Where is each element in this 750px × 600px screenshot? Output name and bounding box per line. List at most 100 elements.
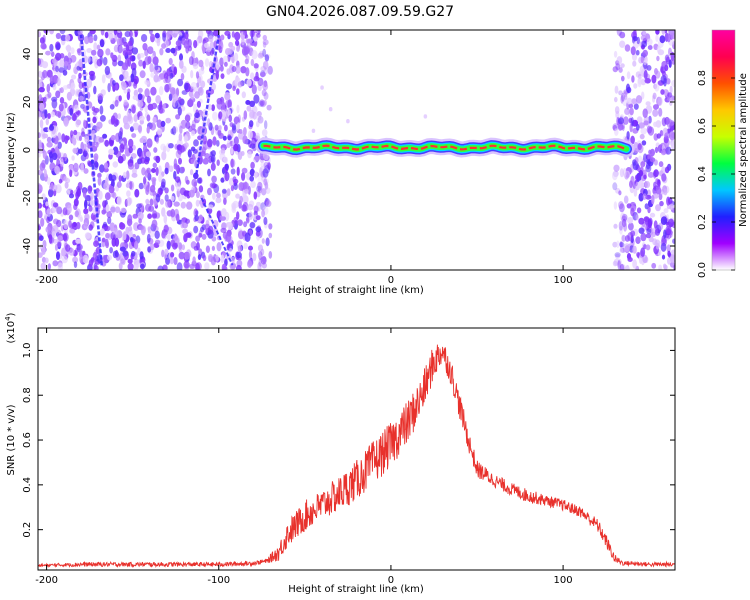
noise-speck xyxy=(138,225,145,231)
noise-speck xyxy=(260,202,266,211)
noise-speck xyxy=(646,65,652,71)
noise-speck xyxy=(186,201,193,210)
noise-speck xyxy=(657,96,663,106)
noise-speck xyxy=(95,141,99,148)
noise-speck xyxy=(642,193,647,201)
noise-speck xyxy=(626,71,631,80)
noise-speck xyxy=(148,205,155,212)
noise-speck xyxy=(619,168,624,178)
noise-speck xyxy=(616,240,620,249)
noise-speck xyxy=(69,228,75,234)
noise-speck xyxy=(646,38,653,46)
noise-speck xyxy=(76,119,82,126)
noise-speck xyxy=(95,126,100,132)
noise-speck xyxy=(247,150,252,159)
noise-speck xyxy=(107,216,112,225)
noise-speck xyxy=(128,40,133,47)
noise-speck xyxy=(661,117,667,127)
noise-speck xyxy=(81,131,86,137)
noise-speck xyxy=(201,233,207,240)
noise-speck xyxy=(320,85,324,90)
noise-speck xyxy=(216,140,220,147)
noise-speck xyxy=(128,225,133,232)
noise-speck xyxy=(615,110,620,119)
noise-speck xyxy=(70,47,75,55)
noise-speck xyxy=(163,214,168,224)
noise-speck xyxy=(645,194,652,200)
noise-speck xyxy=(51,231,56,239)
noise-speck xyxy=(259,50,264,58)
noise-speck xyxy=(172,126,177,136)
noise-speck xyxy=(654,68,658,75)
noise-speck xyxy=(38,252,43,258)
noise-speck xyxy=(154,239,161,245)
noise-speck xyxy=(247,130,253,140)
noise-speck xyxy=(202,135,207,145)
noise-speck xyxy=(41,193,46,201)
noise-speck xyxy=(145,198,150,205)
colorbar-tick-label: 0.0 xyxy=(697,262,708,278)
noise-speck xyxy=(229,262,236,270)
noise-speck xyxy=(190,93,195,100)
noise-speck xyxy=(61,255,68,264)
noise-speck xyxy=(103,162,109,170)
noise-speck xyxy=(115,119,120,126)
noise-speck xyxy=(198,185,204,193)
noise-speck xyxy=(150,72,155,78)
noise-speck xyxy=(638,192,644,202)
noise-speck xyxy=(247,38,253,44)
noise-speck xyxy=(635,95,643,104)
noise-speck xyxy=(265,200,272,208)
noise-speck xyxy=(216,159,220,166)
noise-speck xyxy=(62,207,68,216)
noise-speck xyxy=(161,249,165,258)
noise-speck xyxy=(233,182,238,190)
noise-speck xyxy=(49,151,53,159)
noise-speck xyxy=(93,107,100,113)
noise-speck xyxy=(619,263,625,270)
noise-speck xyxy=(253,205,259,214)
noise-speck xyxy=(72,147,78,154)
noise-speck xyxy=(79,95,84,101)
noise-speck xyxy=(623,222,628,232)
colorbar-gradient xyxy=(712,30,735,270)
noise-speck xyxy=(642,153,648,163)
noise-speck xyxy=(83,143,87,150)
noise-speck xyxy=(49,124,54,131)
noise-speck xyxy=(77,30,83,35)
noise-speck xyxy=(256,185,262,192)
noise-speck xyxy=(220,254,225,263)
noise-speck xyxy=(86,48,93,53)
noise-speck xyxy=(642,49,648,57)
noise-speck xyxy=(645,101,651,106)
noise-speck xyxy=(233,136,239,146)
noise-speck xyxy=(615,253,621,259)
noise-speck xyxy=(651,262,657,269)
noise-speck xyxy=(628,103,634,109)
noise-speck xyxy=(257,185,263,194)
y-tick-label: 20 xyxy=(22,96,33,109)
noise-speck xyxy=(224,30,231,36)
noise-speck xyxy=(144,79,150,85)
noise-speck xyxy=(112,161,119,168)
noise-speck xyxy=(250,58,255,67)
noise-speck xyxy=(641,91,645,100)
noise-speck xyxy=(113,30,118,36)
noise-speck xyxy=(49,162,56,172)
noise-speck xyxy=(257,262,262,270)
noise-speck xyxy=(627,257,633,262)
noise-speck xyxy=(208,35,214,42)
noise-speck xyxy=(623,195,629,204)
noise-speck xyxy=(252,252,257,262)
noise-speck xyxy=(243,127,247,136)
noise-speck xyxy=(84,213,90,221)
noise-speck xyxy=(260,256,267,265)
noise-speck xyxy=(173,30,179,34)
noise-speck xyxy=(122,231,127,241)
noise-speck xyxy=(75,238,82,244)
noise-speck xyxy=(39,102,45,112)
noise-speck xyxy=(621,75,625,82)
noise-speck xyxy=(138,182,144,190)
snr-background xyxy=(38,328,675,570)
noise-speck xyxy=(267,65,273,75)
